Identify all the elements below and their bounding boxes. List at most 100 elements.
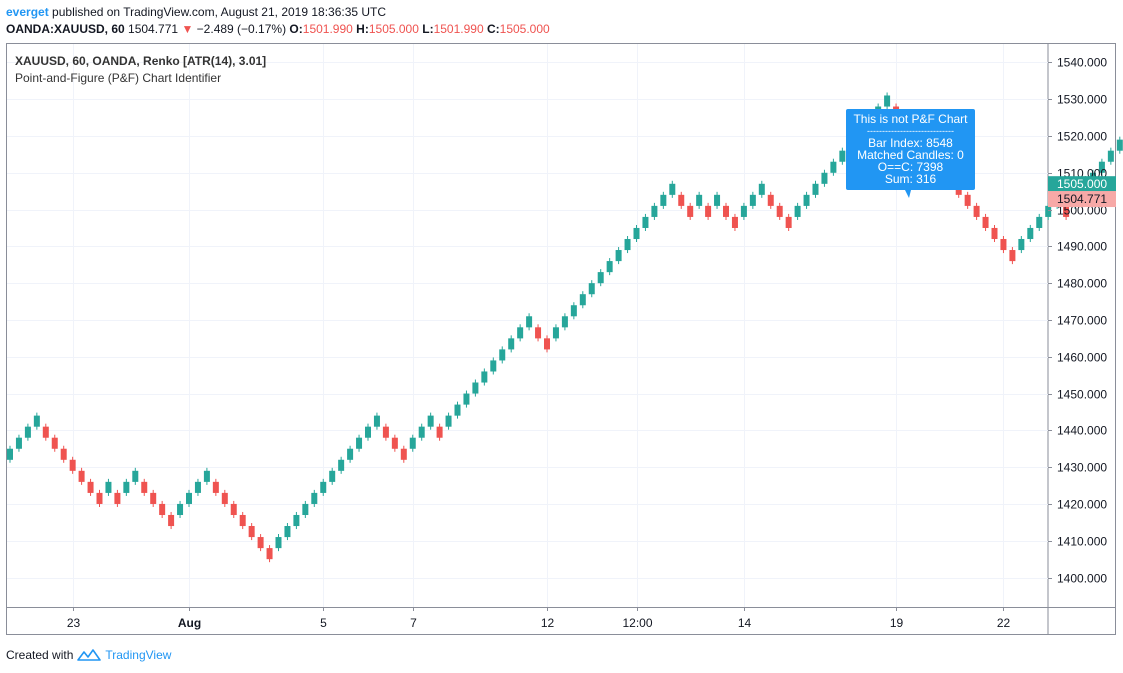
renko-brick-up — [427, 415, 434, 427]
renko-brick-down — [248, 526, 255, 538]
renko-brick-up — [293, 514, 300, 527]
renko-brick-down — [964, 194, 971, 206]
renko-brick-up — [1036, 216, 1043, 228]
publish-text: published on TradingView.com, August 21,… — [52, 5, 387, 19]
renko-brick-down — [141, 481, 148, 493]
renko-brick-up — [597, 272, 604, 284]
callout-line: Sum: 316 — [885, 172, 937, 186]
time-axis[interactable]: 23 Aug 5 7 12 12:00 14 19 22 — [67, 607, 1011, 630]
footer: Created with TradingView — [6, 648, 171, 662]
renko-brick-up — [33, 415, 40, 427]
author-name[interactable]: everget — [6, 5, 49, 19]
renko-brick-up — [177, 503, 184, 516]
publish-info: everget published on TradingView.com, Au… — [6, 5, 386, 20]
renko-brick-up — [1098, 161, 1105, 173]
x-tick-label: 7 — [410, 616, 417, 630]
x-tick-label: 22 — [997, 616, 1011, 630]
y-tick-label: 1410.000 — [1057, 535, 1107, 549]
callout-title: This is not P&F Chart — [853, 112, 968, 126]
renko-brick-down — [212, 481, 219, 493]
renko-brick-up — [24, 426, 31, 438]
renko-brick-up — [606, 261, 613, 273]
series-legend[interactable]: XAUUSD, 60, OANDA, Renko [ATR(14), 3.01] — [15, 54, 267, 68]
price-label-text: 1505.000 — [1057, 177, 1107, 191]
price-label-box — [1048, 191, 1116, 208]
y-tick-label: 1490.000 — [1057, 240, 1107, 254]
open-label: O: — [289, 22, 303, 36]
y-tick-label: 1400.000 — [1057, 572, 1107, 586]
symbol-label: OANDA:XAUUSD, 60 — [6, 22, 125, 36]
renko-brick-down — [678, 194, 685, 206]
renko-brick-up — [633, 227, 640, 240]
renko-brick-down — [982, 216, 989, 228]
renko-brick-up — [311, 492, 318, 504]
renko-brick-up — [454, 404, 461, 416]
callout-box — [846, 109, 975, 190]
y-tick-label: 1540.000 — [1057, 56, 1107, 70]
renko-brick-up — [329, 470, 336, 482]
open-value: 1501.990 — [302, 22, 353, 36]
renko-brick-down — [400, 448, 407, 460]
renko-brick-down — [1009, 250, 1016, 262]
renko-brick-down — [973, 205, 980, 217]
renko-brick-down — [266, 548, 273, 560]
renko-brick-up — [570, 305, 577, 317]
renko-brick-down — [257, 537, 264, 549]
renko-brick-down — [78, 470, 85, 482]
renko-brick-down — [1063, 205, 1070, 217]
x-tick-label: 12 — [541, 616, 555, 630]
high-label: H: — [356, 22, 369, 36]
renko-brick-up — [338, 459, 345, 471]
down-arrow-icon: ▼ — [181, 22, 194, 36]
x-tick-label: Aug — [178, 616, 201, 630]
renko-brick-up — [186, 492, 192, 504]
renko-brick-up — [463, 393, 470, 405]
x-tick-label: 5 — [320, 616, 327, 630]
price-label-box — [1048, 176, 1116, 193]
renko-brick-up — [758, 183, 765, 195]
renko-brick-down — [991, 227, 998, 240]
renko-brick-down — [687, 205, 694, 217]
renko-brick-up — [132, 470, 139, 482]
renko-brick-down — [42, 426, 49, 438]
y-tick-label: 1480.000 — [1057, 277, 1107, 291]
renko-brick-up — [839, 150, 846, 162]
renko-brick-up — [821, 172, 828, 184]
renko-brick-up — [302, 503, 309, 516]
renko-brick-up — [615, 250, 622, 262]
callout-pointer — [905, 190, 911, 198]
price-axis[interactable]: 1400.000 1410.000 1420.000 1430.000 1440.000… — [1048, 56, 1107, 586]
renko-brick-up — [830, 161, 837, 173]
renko-brick-up — [490, 360, 497, 372]
y-tick-label: 1430.000 — [1057, 461, 1107, 475]
y-tick-label: 1460.000 — [1057, 351, 1107, 365]
renko-brick-up — [347, 448, 354, 460]
renko-brick-down — [230, 503, 237, 516]
renko-brick-up — [517, 327, 524, 339]
quote-bar: OANDA:XAUUSD, 60 1504.771 ▼ −2.489 (−0.1… — [6, 22, 550, 37]
renko-brick-down — [731, 216, 738, 228]
renko-brick-down — [159, 503, 166, 516]
y-tick-label: 1420.000 — [1057, 498, 1107, 512]
renko-brick-up — [203, 470, 210, 482]
renko-brick-down — [239, 514, 246, 527]
renko-brick-up — [552, 327, 559, 339]
renko-brick-down — [767, 194, 774, 206]
close-value: 1505.000 — [499, 22, 550, 36]
renko-brick-up — [651, 205, 658, 217]
renko-brick-up — [320, 481, 327, 493]
renko-brick-up — [284, 526, 291, 538]
renko-brick-up — [105, 481, 112, 493]
renko-brick-up — [409, 437, 416, 449]
renko-brick-down — [776, 205, 783, 217]
tradingview-link[interactable]: TradingView — [105, 648, 172, 662]
renko-brick-down — [51, 437, 58, 449]
renko-brick-up — [1045, 205, 1052, 217]
x-tick-label: 19 — [890, 616, 904, 630]
callout-line: Bar Index: 8548 — [868, 136, 953, 150]
renko-brick-down — [96, 492, 103, 504]
renko-brick-down — [723, 205, 729, 217]
indicator-legend[interactable]: Point-and-Figure (P&F) Chart Identifier — [15, 71, 222, 85]
